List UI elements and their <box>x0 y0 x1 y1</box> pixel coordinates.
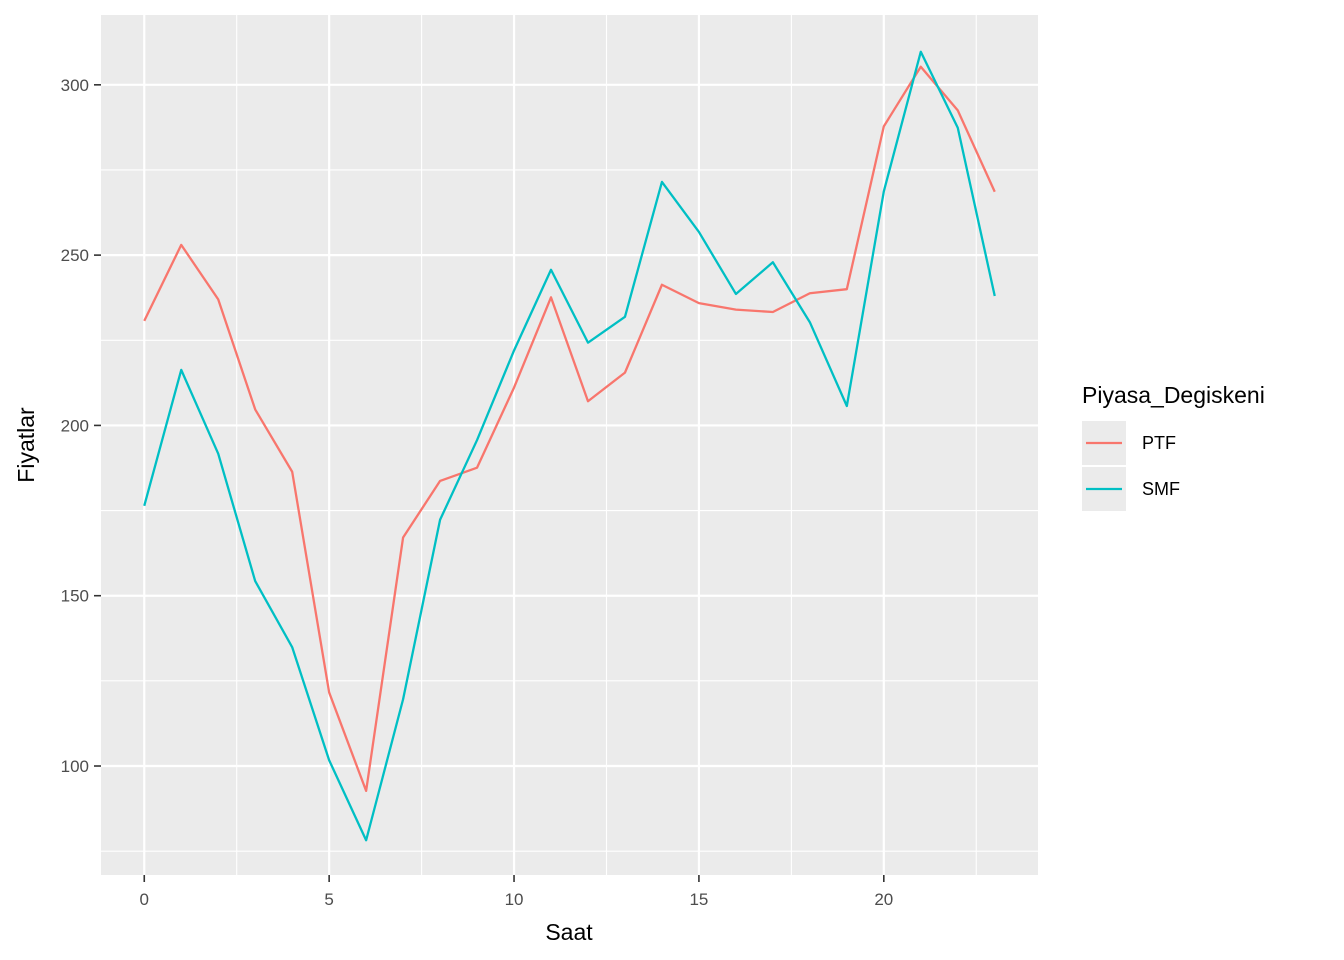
y-tick-label: 300 <box>61 76 89 95</box>
y-tick-label: 250 <box>61 246 89 265</box>
y-axis-title: Fiyatlar <box>13 407 39 483</box>
legend-item-ptf: PTF <box>1082 421 1176 465</box>
x-tick-label: 10 <box>505 890 524 909</box>
series-line-smf <box>143 50 996 842</box>
x-tick-label: 20 <box>874 890 893 909</box>
legend: Piyasa_Degiskeni PTF SMF <box>1082 382 1265 511</box>
x-tick-label: 15 <box>689 890 708 909</box>
legend-item-smf: SMF <box>1082 467 1180 511</box>
legend-title: Piyasa_Degiskeni <box>1082 382 1265 408</box>
x-tick-label: 5 <box>324 890 333 909</box>
series-line-ptf <box>143 65 996 793</box>
x-axis-title: Saat <box>545 919 593 945</box>
y-tick-label: 100 <box>61 757 89 776</box>
y-tick-label: 150 <box>61 587 89 606</box>
series-lines <box>143 50 996 842</box>
grid-minor <box>101 15 1038 875</box>
x-axis-ticks: 0 5 10 15 20 <box>140 875 893 909</box>
legend-label: SMF <box>1142 479 1180 499</box>
x-tick-label: 0 <box>140 890 149 909</box>
grid-major <box>101 15 1038 875</box>
y-axis-ticks: 100 150 200 250 300 <box>61 76 101 776</box>
legend-items: PTF SMF <box>1082 421 1180 511</box>
panel-background <box>101 15 1038 875</box>
legend-label: PTF <box>1142 433 1176 453</box>
y-tick-label: 200 <box>61 416 89 435</box>
